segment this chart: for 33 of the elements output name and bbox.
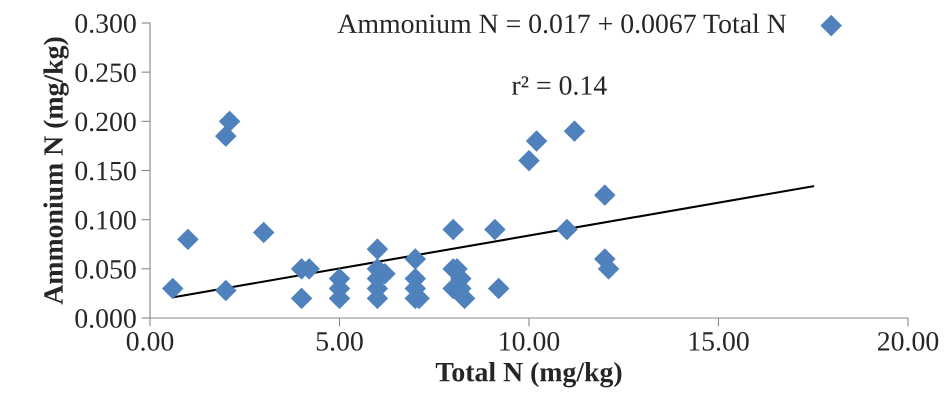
legend-label: Ammonium N = 0.017 + 0.0067 Total N <box>338 14 786 34</box>
point <box>526 130 548 152</box>
x-tick-label: 10.00 <box>500 332 560 351</box>
annotation: r² = 0.14 <box>512 76 607 95</box>
point <box>518 150 540 172</box>
x-tick-label: 15.00 <box>690 332 749 351</box>
point <box>594 184 616 206</box>
y-tick-label: 0.100 <box>75 210 136 230</box>
x-axis-title: Total N (mg/kg) <box>436 362 622 388</box>
y-tick-label: 0.250 <box>75 63 136 82</box>
x-tick-label: 0.00 <box>126 332 174 351</box>
x-tick-label: 20.00 <box>878 332 938 351</box>
point <box>556 218 578 240</box>
y-tick-label: 0.000 <box>75 309 136 328</box>
point <box>162 278 184 300</box>
point <box>215 125 237 147</box>
point <box>484 218 506 240</box>
point <box>215 280 237 302</box>
y-tick-label: 0.300 <box>75 14 136 34</box>
point <box>252 222 274 244</box>
point <box>404 248 426 270</box>
point <box>290 288 312 310</box>
point <box>488 278 510 300</box>
point <box>366 238 388 260</box>
point <box>177 228 199 250</box>
y-tick-label: 0.150 <box>75 162 136 181</box>
x-tick-label: 5.00 <box>316 332 363 351</box>
y-tick-label: 0.200 <box>75 112 136 132</box>
y-tick-label: 0.050 <box>75 260 136 279</box>
point <box>218 110 240 132</box>
point <box>564 120 586 142</box>
y-axis-title: Ammonium N (mg/kg) <box>43 37 69 304</box>
point <box>442 218 464 240</box>
